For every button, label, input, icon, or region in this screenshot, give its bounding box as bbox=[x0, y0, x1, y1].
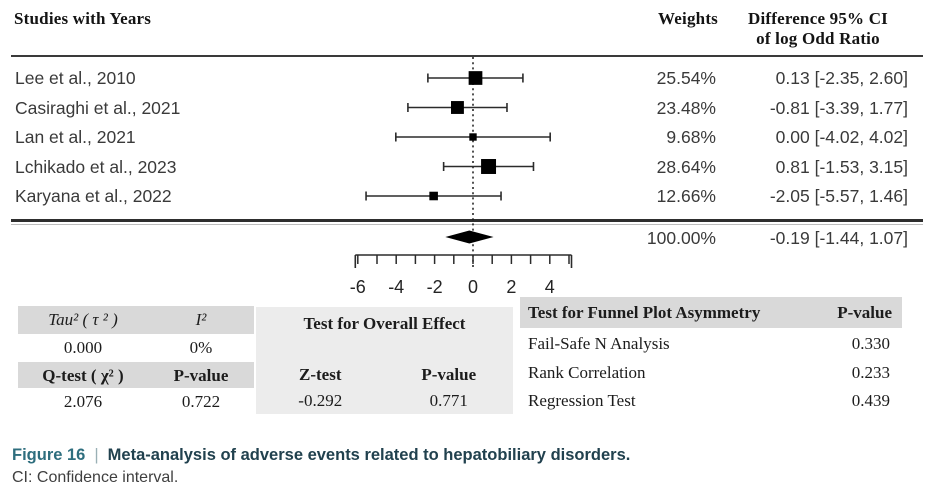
study-ci: 0.00 [-4.02, 4.02] bbox=[775, 127, 908, 147]
study-ci: -2.05 [-5.57, 1.46] bbox=[769, 186, 908, 206]
weights-column-header: Weights bbox=[658, 9, 718, 28]
effect-square bbox=[481, 159, 497, 174]
funnel-row-value: 0.233 bbox=[851, 362, 890, 382]
effect-square bbox=[469, 133, 477, 141]
difference-header-line2: of log Odd Ratio bbox=[756, 29, 880, 48]
difference-column-header: Difference 95% CI of log Odd Ratio bbox=[718, 9, 918, 49]
study-weight: 25.54% bbox=[656, 68, 716, 88]
i2-value: 0% bbox=[189, 338, 213, 357]
i2-header: I² bbox=[195, 310, 207, 329]
study-weight: 23.48% bbox=[656, 97, 716, 118]
summary-ci: -0.19 [-1.44, 1.07] bbox=[769, 228, 908, 248]
funnel-row-value: 0.330 bbox=[851, 334, 890, 353]
effect-square bbox=[468, 71, 483, 85]
heterogeneity-header-row: Tau² ( τ ² ) I² bbox=[18, 306, 254, 334]
pvalue-header: P-value bbox=[173, 366, 229, 385]
study-label: Lchikado et al., 2023 bbox=[15, 156, 177, 177]
divider-top bbox=[11, 55, 923, 57]
x-axis-tick-label: 4 bbox=[545, 277, 555, 297]
funnel-row: Regression Test 0.439 bbox=[520, 387, 902, 415]
summary-weight: 100.00% bbox=[646, 228, 716, 248]
study-label: Lan et al., 2021 bbox=[15, 127, 136, 147]
effect-square bbox=[429, 191, 438, 201]
funnel-row-label: Rank Correlation bbox=[528, 362, 646, 382]
study-ci: 0.13 [-2.35, 2.60] bbox=[775, 68, 908, 88]
ztest-value: -0.292 bbox=[298, 391, 343, 410]
study-label: Lee et al., 2010 bbox=[15, 68, 136, 88]
caption-separator: | bbox=[94, 446, 99, 464]
x-axis-tick-label: -4 bbox=[388, 277, 404, 297]
ztest-pvalue-header: P-value bbox=[421, 365, 477, 384]
caption-title: Meta-analysis of adverse events related … bbox=[107, 446, 631, 464]
study-weight: 9.68% bbox=[666, 127, 716, 147]
study-ci: 0.81 [-1.53, 3.15] bbox=[775, 156, 908, 177]
tau2-value: 0.000 bbox=[63, 338, 103, 357]
funnel-row: Rank Correlation 0.233 bbox=[520, 359, 902, 387]
study-weight: 28.64% bbox=[656, 156, 716, 177]
qtest-header: Q-test ( χ² ) bbox=[42, 366, 124, 385]
effect-square bbox=[451, 101, 464, 114]
study-label: Karyana et al., 2022 bbox=[15, 186, 172, 206]
ztest-header-row: Z-test P-value bbox=[256, 362, 513, 388]
study-label: Casiraghi et al., 2021 bbox=[15, 97, 181, 118]
divider-summary-shadow bbox=[11, 223, 923, 225]
study-ci: -0.81 [-3.39, 1.77] bbox=[769, 97, 908, 118]
x-axis-tick-label: 2 bbox=[506, 277, 516, 297]
ztest-pvalue: 0.771 bbox=[429, 391, 468, 410]
funnel-row-label: Regression Test bbox=[528, 391, 636, 410]
figure-caption: Figure 16 | Meta-analysis of adverse event… bbox=[12, 446, 630, 465]
heterogeneity-value-row: 0.000 0% bbox=[18, 334, 254, 360]
x-axis-tick-label: 0 bbox=[468, 277, 478, 297]
study-weight: 12.66% bbox=[656, 186, 716, 206]
studies-column-header: Studies with Years bbox=[14, 9, 152, 28]
overall-effect-title: Test for Overall Effect bbox=[303, 314, 466, 333]
funnel-row-label: Fail-Safe N Analysis bbox=[528, 334, 670, 353]
funnel-pvalue-header: P-value bbox=[837, 303, 892, 322]
divider-summary bbox=[11, 219, 923, 222]
qtest-value-row: 2.076 0.722 bbox=[18, 388, 254, 412]
ztest-value-row: -0.292 0.771 bbox=[256, 388, 513, 414]
x-axis-tick-label: -2 bbox=[427, 277, 443, 297]
caption-note: CI: Confidence interval. bbox=[12, 469, 179, 486]
ztest-header: Z-test bbox=[299, 365, 342, 384]
funnel-row-value: 0.439 bbox=[851, 391, 890, 410]
qtest-value: 2.076 bbox=[63, 392, 103, 411]
funnel-asymmetry-header-row: Test for Funnel Plot Asymmetry P-value bbox=[520, 297, 902, 328]
funnel-row: Fail-Safe N Analysis 0.330 bbox=[520, 330, 902, 358]
figure-number: Figure 16 bbox=[12, 446, 86, 464]
difference-header-line1: Difference 95% CI bbox=[748, 9, 888, 28]
funnel-asymmetry-header: Test for Funnel Plot Asymmetry bbox=[528, 303, 761, 322]
x-axis-tick-label: -6 bbox=[350, 277, 366, 297]
overall-effect-block bbox=[256, 307, 513, 414]
qtest-header-row: Q-test ( χ² ) P-value bbox=[18, 362, 254, 388]
tau2-header: Tau² ( τ ² ) bbox=[48, 310, 118, 329]
summary-diamond bbox=[445, 230, 494, 244]
qtest-pvalue: 0.722 bbox=[181, 392, 221, 411]
